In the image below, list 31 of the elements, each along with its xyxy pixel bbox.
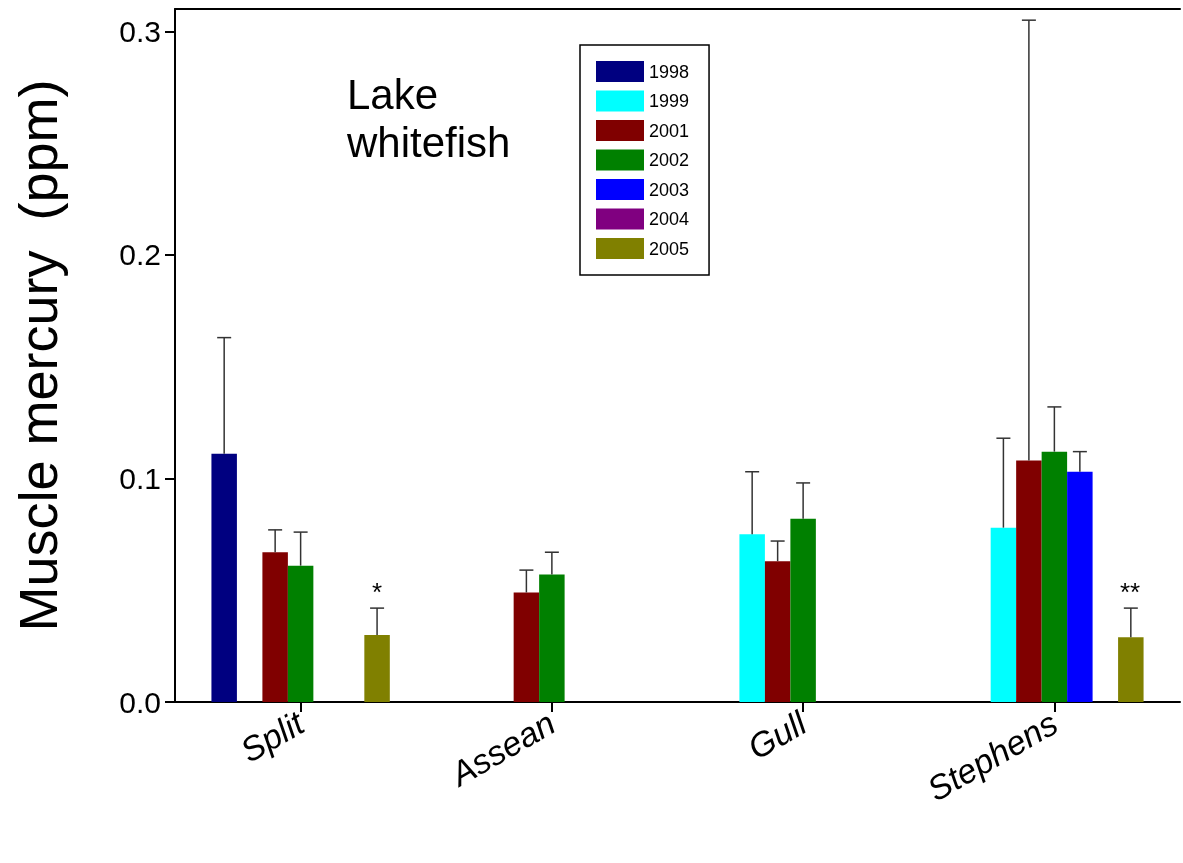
y-tick-label: 0.0 xyxy=(119,685,161,719)
bar xyxy=(262,552,288,702)
y-tick-label: 0.1 xyxy=(119,461,161,495)
bar xyxy=(1118,637,1144,702)
annotation: ** xyxy=(1119,577,1141,607)
bar xyxy=(1067,471,1093,702)
legend-label: 2002 xyxy=(649,150,690,170)
y-tick-label: 0.2 xyxy=(119,238,161,272)
bar xyxy=(513,592,540,702)
legend-label: 1998 xyxy=(649,61,690,82)
bar xyxy=(211,453,237,702)
legend-label: 2004 xyxy=(649,209,690,229)
y-tick-label: 0.3 xyxy=(119,14,161,48)
x-tick-label: Split xyxy=(233,702,312,770)
bar xyxy=(990,527,1017,702)
legend-label: 2005 xyxy=(649,238,690,259)
legend-label: 1999 xyxy=(649,91,690,111)
y-axis-title: Muscle mercury (ppm) xyxy=(8,79,68,632)
bar xyxy=(1016,460,1042,702)
annotation: Lake whitefish xyxy=(346,70,511,166)
bar xyxy=(764,561,791,702)
bar xyxy=(790,518,816,702)
legend-label: 2001 xyxy=(649,120,690,141)
bar xyxy=(1041,451,1068,702)
bar xyxy=(539,574,565,702)
bar xyxy=(364,634,390,702)
legend-label: 2003 xyxy=(649,179,690,200)
annotation: * xyxy=(371,577,383,607)
bar xyxy=(287,565,314,702)
bar xyxy=(739,534,765,702)
x-tick-label: Gull xyxy=(741,702,814,767)
